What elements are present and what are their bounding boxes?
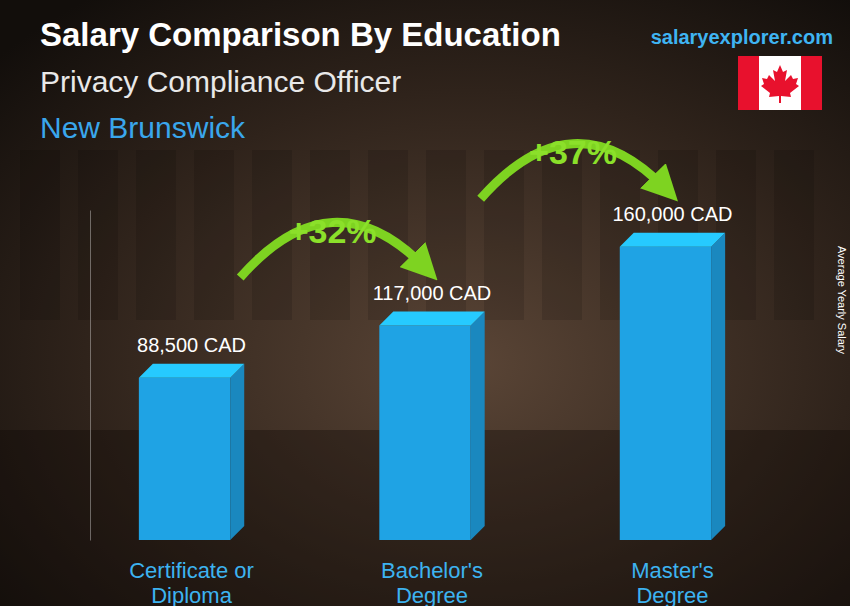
decor — [136, 150, 176, 320]
flag-band — [738, 56, 759, 110]
annotation: +37% — [529, 133, 617, 171]
location: New Brunswick — [40, 111, 246, 144]
bar-top — [620, 233, 725, 247]
tick-label-line: Bachelor's — [381, 558, 483, 583]
bar-top — [379, 312, 484, 326]
y-label: Average Yearly Salary — [836, 246, 848, 355]
data-label: 117,000 CAD — [373, 282, 492, 304]
tick: Master'sDegree — [631, 540, 713, 606]
bar — [139, 378, 230, 540]
y-axis-line — [90, 211, 91, 541]
decor — [542, 150, 582, 320]
tick: Certificate orDiploma — [129, 540, 254, 606]
bar-side — [471, 312, 485, 541]
tick-label: Master'sDegree — [631, 558, 713, 606]
tick-label-line: Diploma — [151, 583, 232, 606]
flag-field — [738, 56, 822, 110]
bar-side — [230, 364, 244, 540]
x-axis: Certificate orDiplomaBachelor'sDegreeMas… — [129, 540, 713, 606]
tick-label: Bachelor'sDegree — [381, 558, 483, 606]
tick-label-line: Master's — [631, 558, 713, 583]
y-axis — [90, 211, 91, 541]
bar — [379, 326, 470, 541]
data-label: 88,500 CAD — [137, 334, 246, 356]
decor — [194, 150, 234, 320]
bars — [139, 233, 725, 540]
source: salaryexplorer.com — [651, 26, 833, 48]
flag — [738, 56, 822, 110]
bar — [620, 247, 711, 540]
tick-label-line: Certificate or — [129, 558, 254, 583]
data-label: 160,000 CAD — [612, 203, 732, 225]
tick: Bachelor'sDegree — [381, 540, 483, 606]
bar-top — [139, 364, 244, 378]
tick-label-line: Degree — [636, 583, 708, 606]
title: Salary Comparison By Education — [40, 16, 561, 53]
tick-label-line: Degree — [396, 583, 468, 606]
subtitle: Privacy Compliance Officer — [40, 65, 401, 98]
bar-side — [711, 233, 725, 540]
annotation: +32% — [289, 212, 377, 250]
chart: 88,500 CAD 117,000 CAD 160,000 CAD +32% +37%… — [0, 0, 850, 606]
decor — [774, 150, 814, 320]
decor — [20, 150, 60, 320]
flag-band — [801, 56, 822, 110]
flag-leaf — [761, 65, 799, 103]
decor — [78, 150, 118, 320]
background — [0, 0, 850, 606]
tick-label: Certificate orDiploma — [129, 558, 254, 606]
